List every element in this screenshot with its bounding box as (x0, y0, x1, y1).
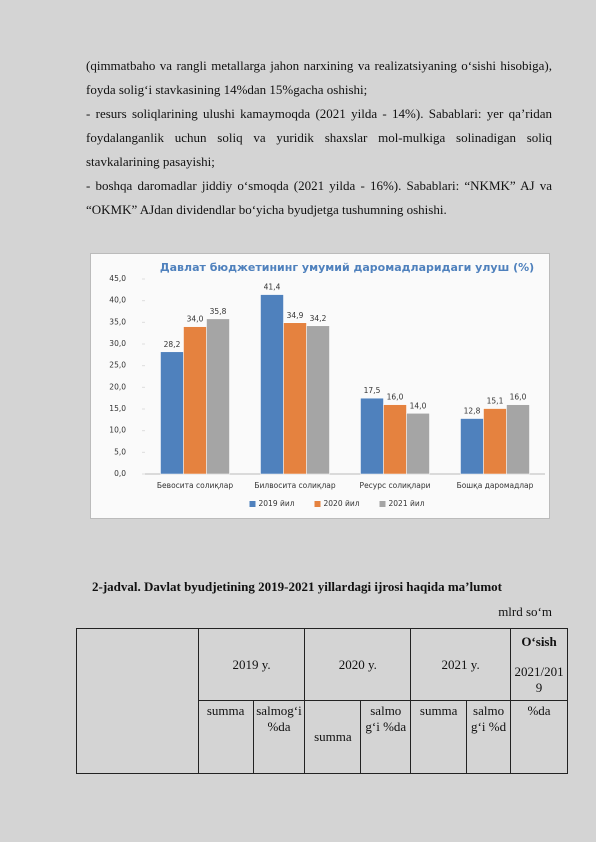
chart-title: Давлат бюджетининг умумий даромадларидаг… (160, 261, 534, 274)
y-tick-label: 30,0 (109, 339, 126, 348)
subheader-cell: summa (410, 700, 468, 774)
x-tick-label: Билвосита солиқлар (254, 481, 335, 490)
header-cell: 2019 y. (197, 628, 306, 701)
subheader-cell: %da (510, 700, 568, 774)
bar (206, 318, 230, 475)
y-tick-label: 40,0 (109, 296, 126, 305)
legend-label: 2020 йил (324, 499, 360, 508)
subheader-cell: salmog‘i %da (360, 700, 412, 774)
value-label: 12,8 (464, 407, 481, 416)
table-unit: mlrd so‘m (498, 604, 552, 619)
paragraph: (qimmatbaho va rangli metallarga jahon n… (86, 58, 552, 97)
header-cell: 2021 y. (410, 628, 512, 701)
bar (460, 418, 484, 475)
y-tick-label: 25,0 (109, 361, 126, 370)
subheader-cell: summa (197, 700, 254, 774)
value-label: 34,9 (287, 311, 304, 320)
value-label: 17,5 (364, 386, 381, 395)
x-tick-label: Бошқа даромадлар (457, 481, 534, 490)
x-tick-label: Бевосита солиқлар (157, 481, 233, 490)
bar (406, 413, 430, 475)
bar (483, 408, 507, 475)
legend-swatch (379, 501, 386, 507)
value-label: 41,4 (264, 283, 281, 292)
value-label: 34,0 (187, 315, 204, 324)
empty-cell (76, 628, 199, 774)
bar (283, 322, 307, 475)
y-tick-label: 45,0 (109, 274, 126, 283)
header-cell: O‘sish 2021/2019 (510, 628, 568, 701)
value-label: 16,0 (387, 393, 404, 402)
y-tick-label: 5,0 (114, 447, 126, 456)
table-caption: 2-jadval. Davlat byudjetining 2019-2021 … (92, 579, 503, 594)
header-cell: 2020 y. (304, 628, 412, 701)
y-tick-label: 0,0 (114, 469, 126, 478)
subheader-cell: salmog‘i %da (252, 700, 306, 774)
legend-swatch (314, 501, 321, 507)
bar (383, 404, 407, 475)
x-tick-label: Ресурс солиқлари (360, 481, 431, 490)
value-label: 34,2 (310, 314, 327, 323)
value-label: 16,0 (510, 393, 527, 402)
body-text: (qimmatbaho va rangli metallarga jahon n… (86, 54, 552, 222)
value-label: 28,2 (164, 340, 181, 349)
chart: Давлат бюджетининг умумий даромадларидаг… (90, 253, 550, 519)
paragraph: - resurs soliqlarining ulushi kamaymoqda… (86, 106, 552, 169)
value-label: 35,8 (210, 307, 227, 316)
y-tick-label: 35,0 (109, 317, 126, 326)
header-text: O‘sish (521, 633, 557, 649)
legend-swatch (249, 501, 256, 507)
bar (306, 325, 330, 475)
subheader-cell: summa (304, 700, 362, 774)
subheader-cell: salmog‘i %d (466, 700, 512, 774)
legend-label: 2019 йил (259, 499, 295, 508)
legend-label: 2021 йил (389, 499, 425, 508)
data-table: 2019 y. 2020 y. 2021 y. O‘sish 2021/2019 … (76, 628, 568, 774)
value-label: 14,0 (410, 401, 427, 410)
bar (506, 404, 530, 475)
bar (160, 351, 184, 475)
bar (360, 397, 384, 475)
bar (260, 294, 284, 475)
value-label: 15,1 (487, 397, 504, 406)
y-tick-label: 20,0 (109, 382, 126, 391)
header-text: 2021/2019 (514, 663, 564, 695)
y-tick-label: 15,0 (109, 404, 126, 413)
bar (183, 326, 207, 475)
y-tick-label: 10,0 (109, 426, 126, 435)
paragraph: - boshqa daromadlar jiddiy o‘smoqda (202… (86, 178, 552, 217)
